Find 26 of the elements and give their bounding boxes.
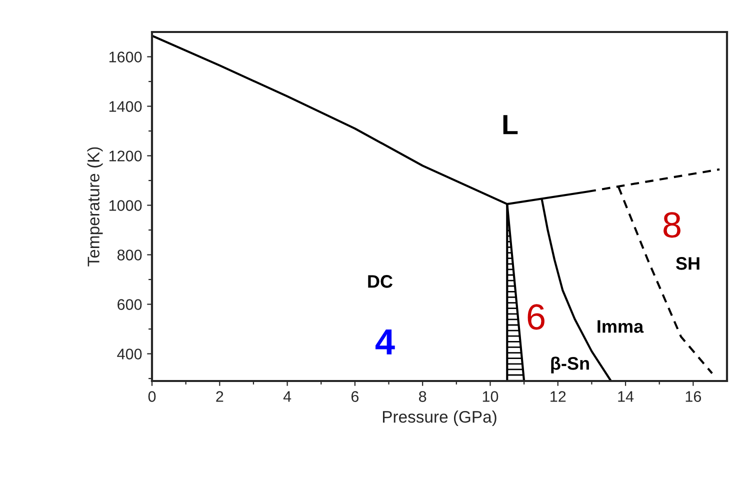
x-axis-title: Pressure (GPa) — [382, 410, 496, 426]
x-tick-label: 14 — [618, 391, 634, 402]
annotation: DC — [368, 275, 393, 288]
x-tick-label: 6 — [351, 391, 359, 402]
x-tick-label: 10 — [482, 391, 498, 402]
x-tick-label: 16 — [686, 391, 701, 402]
y-tick-label: 600 — [118, 299, 142, 310]
x-tick-label: 4 — [283, 391, 292, 402]
y-tick-label: 1600 — [109, 52, 142, 62]
y-tick-label: 1000 — [109, 200, 142, 211]
x-tick-label: 12 — [550, 391, 566, 402]
annotation: L — [503, 115, 518, 134]
annotation: 8 — [664, 212, 680, 238]
annotation: Imma — [598, 320, 644, 333]
annotation: 6 — [528, 304, 544, 330]
y-axis-title: Temperature (K) — [87, 147, 103, 266]
x-tick-label: 0 — [148, 391, 156, 402]
y-tick-label: 800 — [117, 250, 142, 260]
y-tick-label: 1200 — [109, 150, 142, 162]
annotation: SH — [676, 257, 700, 270]
x-tick-label: 2 — [216, 391, 224, 402]
annotation: 4 — [376, 329, 395, 354]
annotation: β-Sn — [551, 356, 589, 374]
x-tick-label: 8 — [419, 391, 426, 402]
y-tick-label: 1400 — [109, 101, 142, 112]
y-tick-label: 400 — [117, 348, 142, 360]
